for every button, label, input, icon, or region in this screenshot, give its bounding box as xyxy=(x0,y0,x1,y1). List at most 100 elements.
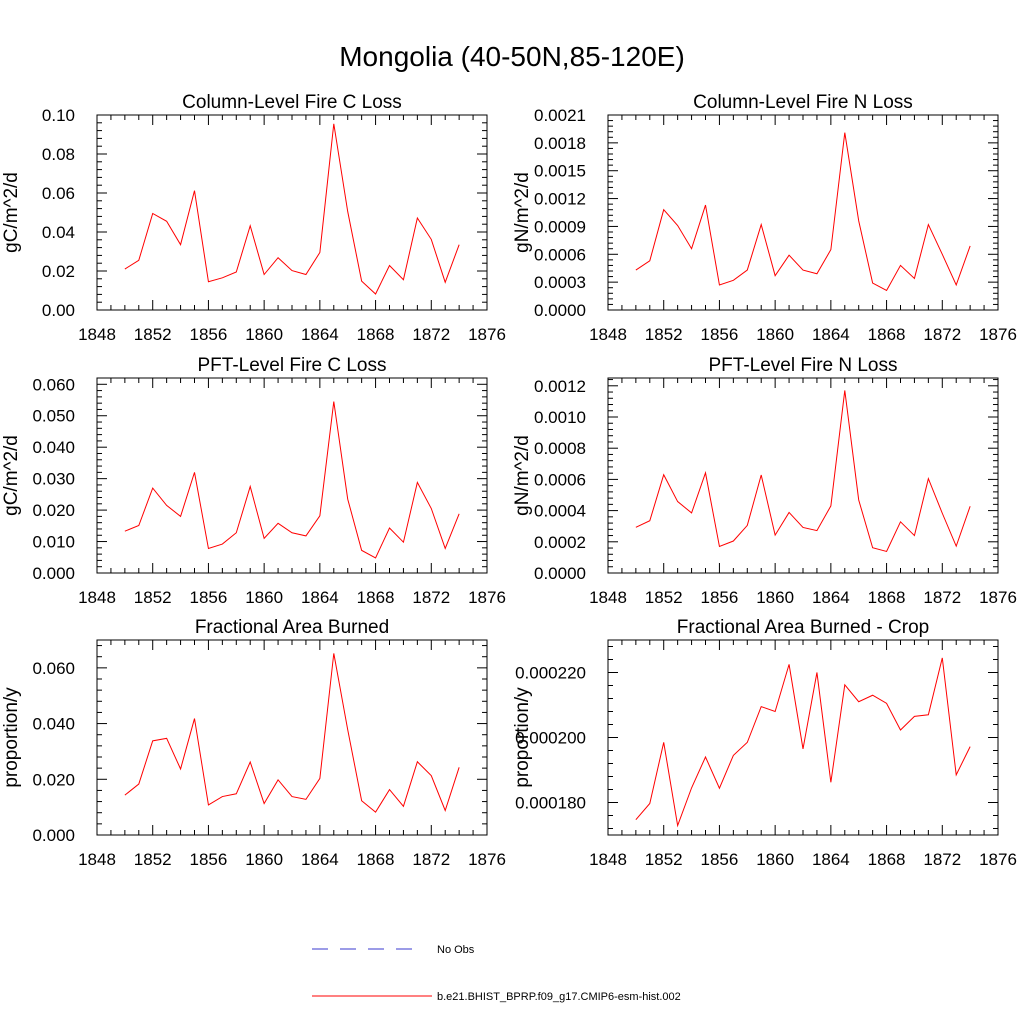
x-tick-label: 1860 xyxy=(245,325,283,344)
y-tick-label: 0.060 xyxy=(32,659,75,678)
y-axis-label: gN/m^2/d xyxy=(512,435,533,516)
y-tick-label: 0.0018 xyxy=(534,134,586,153)
y-tick-label: 0.000180 xyxy=(515,794,586,813)
y-axis-label: proportion/y xyxy=(512,687,533,788)
x-tick-label: 1868 xyxy=(357,850,395,869)
y-tick-label: 0.0000 xyxy=(534,564,586,583)
x-tick-label: 1872 xyxy=(923,588,961,607)
chart-panel-2: Column-Level Fire N Loss gN/m^2/d 1848 1852… xyxy=(512,92,1017,344)
chart-panel-6: Fractional Area Burned - Crop proportion/… xyxy=(512,617,1017,869)
x-tick-label: 1864 xyxy=(301,850,339,869)
plot-frame xyxy=(96,377,488,574)
x-tick-label: 1856 xyxy=(190,850,228,869)
y-tick-label: 0.0000 xyxy=(534,301,586,320)
series-line xyxy=(635,132,971,292)
x-tick-label: 1872 xyxy=(923,850,961,869)
x-tick-label: 1876 xyxy=(979,850,1017,869)
x-tick-label: 1856 xyxy=(190,588,228,607)
x-tick-label: 1872 xyxy=(412,588,450,607)
x-tick-label: 1872 xyxy=(412,325,450,344)
chart-panels: Column-Level Fire C Loss gC/m^2/d 1848 1852… xyxy=(1,92,1017,869)
x-tick-label: 1848 xyxy=(78,588,116,607)
x-tick-label: 1868 xyxy=(868,850,906,869)
x-tick-label: 1852 xyxy=(134,588,172,607)
x-tick-label: 1860 xyxy=(756,850,794,869)
plot-frame xyxy=(96,114,488,311)
y-tick-label: 0.060 xyxy=(32,375,75,394)
y-tick-label: 0.00 xyxy=(42,301,75,320)
y-tick-label: 0.02 xyxy=(42,262,75,281)
x-tick-label: 1852 xyxy=(645,850,683,869)
x-tick-label: 1876 xyxy=(979,588,1017,607)
chart-panel-5: Fractional Area Burned proportion/y 1848 18… xyxy=(1,617,506,869)
series-line xyxy=(635,390,971,553)
legend-label-no-obs: No Obs xyxy=(437,944,475,956)
x-tick-label: 1852 xyxy=(134,325,172,344)
x-tick-label: 1848 xyxy=(78,325,116,344)
x-tick-label: 1876 xyxy=(979,325,1017,344)
x-tick-label: 1864 xyxy=(812,588,850,607)
y-axis-label: gN/m^2/d xyxy=(512,172,533,253)
y-tick-label: 0.010 xyxy=(32,533,75,552)
chart-panel-1: Column-Level Fire C Loss gC/m^2/d 1848 1852… xyxy=(1,92,506,344)
x-tick-label: 1868 xyxy=(357,325,395,344)
x-tick-label: 1864 xyxy=(301,588,339,607)
x-tick-label: 1864 xyxy=(301,325,339,344)
y-tick-label: 0.000 xyxy=(32,826,75,845)
y-axis-label: proportion/y xyxy=(1,687,22,788)
y-tick-label: 0.0008 xyxy=(534,439,586,458)
x-tick-label: 1848 xyxy=(589,588,627,607)
panel-title: PFT-Level Fire C Loss xyxy=(198,355,387,376)
panel-title: Fractional Area Burned xyxy=(195,617,389,638)
plot-frame xyxy=(607,377,999,574)
x-tick-label: 1852 xyxy=(645,588,683,607)
y-tick-label: 0.040 xyxy=(32,438,75,457)
series-line xyxy=(124,653,460,813)
x-tick-label: 1848 xyxy=(589,325,627,344)
x-tick-label: 1868 xyxy=(868,325,906,344)
y-tick-label: 0.050 xyxy=(32,407,75,426)
y-tick-label: 0.0002 xyxy=(534,533,586,552)
x-tick-label: 1860 xyxy=(756,588,794,607)
x-tick-label: 1864 xyxy=(812,850,850,869)
x-tick-label: 1848 xyxy=(589,850,627,869)
y-tick-label: 0.020 xyxy=(32,770,75,789)
x-tick-label: 1856 xyxy=(701,325,739,344)
panel-title: Column-Level Fire N Loss xyxy=(693,92,913,113)
panel-title: Fractional Area Burned - Crop xyxy=(677,617,929,638)
plot-frame xyxy=(96,639,488,836)
series-line xyxy=(124,123,460,295)
x-tick-label: 1860 xyxy=(245,588,283,607)
x-tick-label: 1868 xyxy=(868,588,906,607)
panel-title: PFT-Level Fire N Loss xyxy=(709,355,898,376)
y-tick-label: 0.040 xyxy=(32,715,75,734)
y-tick-label: 0.0012 xyxy=(534,377,586,396)
y-tick-label: 0.0006 xyxy=(534,245,586,264)
x-tick-label: 1872 xyxy=(923,325,961,344)
y-axis-label: gC/m^2/d xyxy=(1,172,22,253)
chart-panel-3: PFT-Level Fire C Loss gC/m^2/d 1848 1852 185… xyxy=(1,355,506,607)
chart-panel-4: PFT-Level Fire N Loss gN/m^2/d 1848 1852 185… xyxy=(512,355,1017,607)
legend: No Obs b.e21.BHIST_BPRP.f09_g17.CMIP6-es… xyxy=(312,944,681,1003)
y-tick-label: 0.0012 xyxy=(534,190,586,209)
y-tick-label: 0.000220 xyxy=(515,664,586,683)
y-tick-label: 0.000 xyxy=(32,564,75,583)
y-tick-label: 0.10 xyxy=(42,106,75,125)
x-tick-label: 1856 xyxy=(701,588,739,607)
series-line xyxy=(635,657,971,828)
y-tick-label: 0.000200 xyxy=(515,729,586,748)
y-axis-label: gC/m^2/d xyxy=(1,435,22,516)
x-tick-label: 1876 xyxy=(468,588,506,607)
panel-title: Column-Level Fire C Loss xyxy=(182,92,402,113)
y-tick-label: 0.0021 xyxy=(534,106,586,125)
x-tick-label: 1856 xyxy=(190,325,228,344)
page-title: Mongolia (40-50N,85-120E) xyxy=(339,41,685,72)
x-tick-label: 1852 xyxy=(645,325,683,344)
x-tick-label: 1852 xyxy=(134,850,172,869)
y-tick-label: 0.06 xyxy=(42,184,75,203)
y-tick-label: 0.08 xyxy=(42,145,75,164)
x-tick-label: 1848 xyxy=(78,850,116,869)
x-tick-label: 1860 xyxy=(756,325,794,344)
y-tick-label: 0.0009 xyxy=(534,217,586,236)
